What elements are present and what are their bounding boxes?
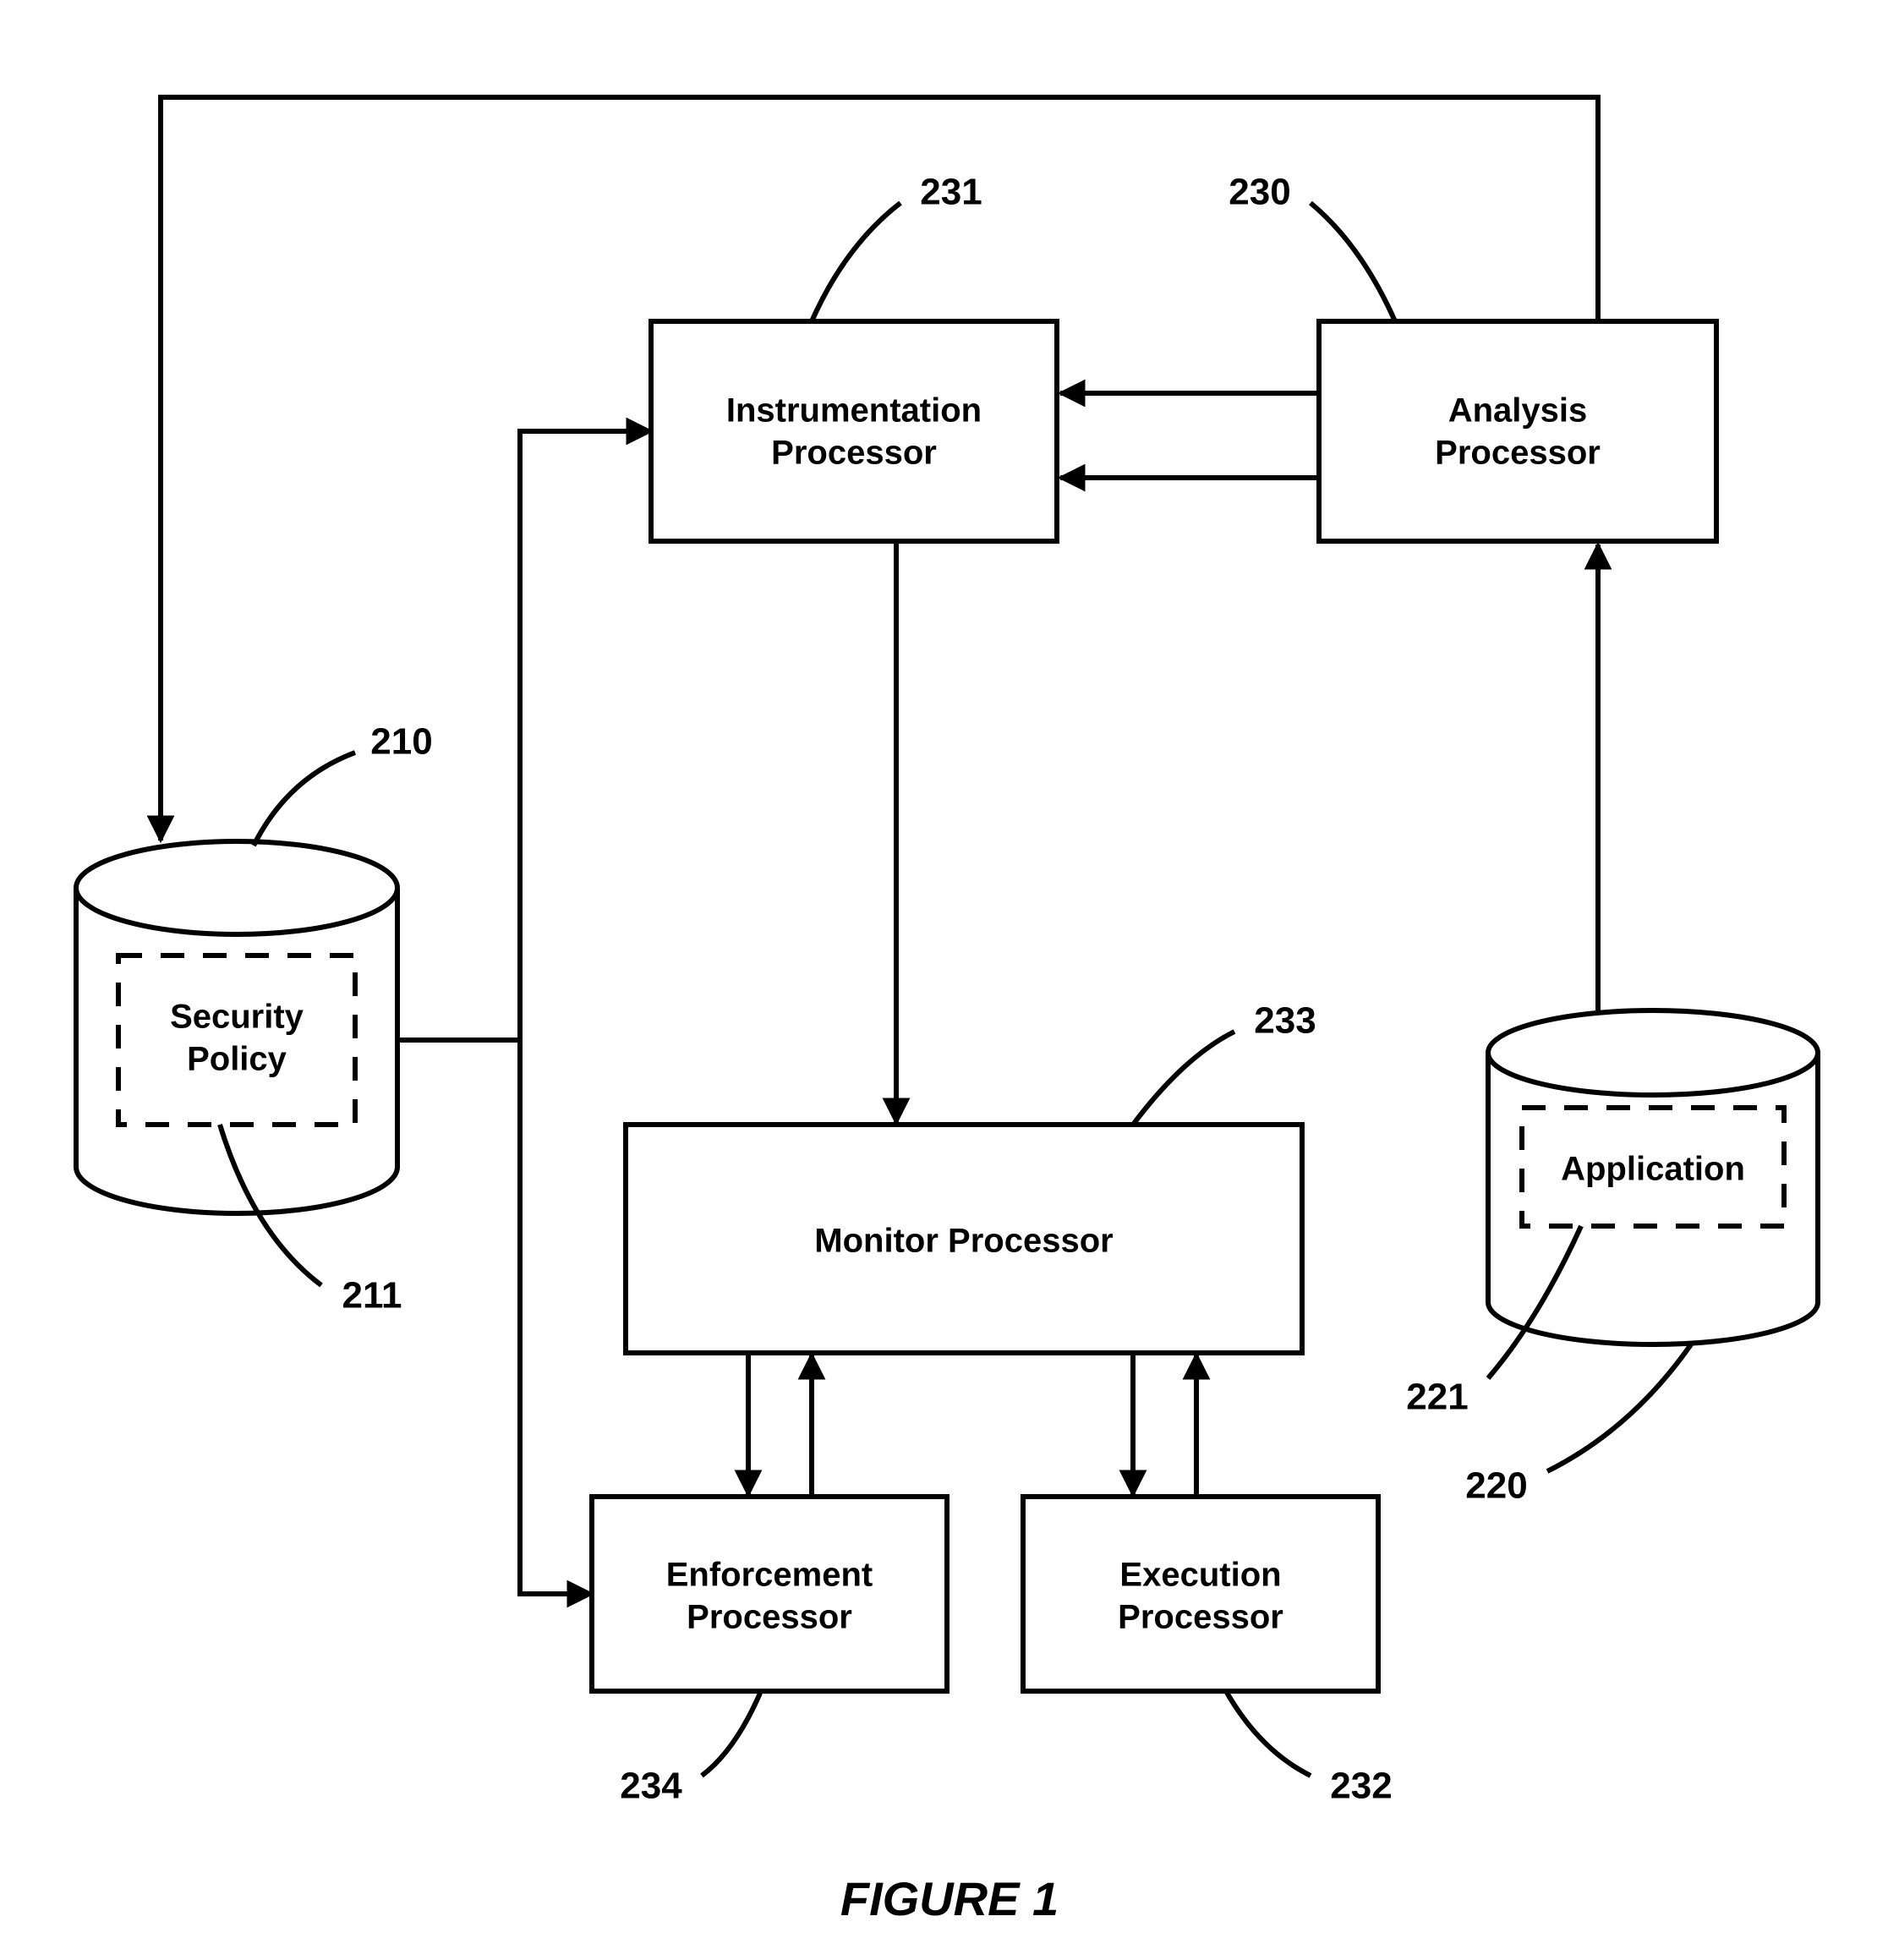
security-policy-database: Security Policy bbox=[76, 841, 397, 1213]
monitor-label: Monitor Processor bbox=[814, 1223, 1113, 1260]
figure-title: FIGURE 1 bbox=[840, 1872, 1059, 1925]
ref-221: 221 bbox=[1406, 1377, 1468, 1418]
ref-231: 231 bbox=[920, 172, 982, 213]
enforcement-label-2: Processor bbox=[687, 1599, 852, 1636]
execution-label-1: Execution bbox=[1119, 1557, 1281, 1594]
enforcement-label-1: Enforcement bbox=[666, 1557, 873, 1594]
ref-leader-230 bbox=[1311, 203, 1395, 321]
instrumentation-processor-box bbox=[651, 321, 1057, 541]
execution-label-2: Processor bbox=[1118, 1599, 1283, 1636]
analysis-label-1: Analysis bbox=[1448, 392, 1588, 430]
ref-210: 210 bbox=[370, 721, 432, 763]
ref-233: 233 bbox=[1254, 1000, 1316, 1042]
ref-leader-220 bbox=[1547, 1344, 1691, 1471]
ref-leader-232 bbox=[1226, 1691, 1311, 1776]
instrumentation-label-1: Instrumentation bbox=[726, 392, 982, 430]
ref-220: 220 bbox=[1465, 1465, 1527, 1507]
analysis-label-2: Processor bbox=[1435, 435, 1601, 472]
security-policy-label-1: Security bbox=[170, 999, 304, 1036]
ref-234: 234 bbox=[620, 1766, 682, 1807]
application-database: Application bbox=[1488, 1010, 1818, 1344]
ref-leader-233 bbox=[1133, 1032, 1234, 1125]
ref-leader-210 bbox=[254, 753, 355, 846]
analysis-processor-box bbox=[1319, 321, 1716, 541]
ref-211: 211 bbox=[342, 1275, 402, 1317]
ref-leader-231 bbox=[812, 203, 900, 321]
edge-policy-to-instrumentation bbox=[520, 431, 651, 1040]
application-label: Application bbox=[1561, 1151, 1745, 1188]
security-policy-label-2: Policy bbox=[187, 1041, 287, 1078]
ref-230: 230 bbox=[1229, 172, 1290, 213]
enforcement-processor-box bbox=[592, 1497, 947, 1691]
figure-1-diagram: Security Policy 210 211 Instrumentation … bbox=[0, 0, 1899, 1960]
instrumentation-label-2: Processor bbox=[771, 435, 937, 472]
edge-policy-to-enforcement bbox=[520, 1040, 592, 1594]
ref-leader-234 bbox=[702, 1691, 761, 1776]
ref-232: 232 bbox=[1330, 1766, 1392, 1807]
execution-processor-box bbox=[1023, 1497, 1378, 1691]
